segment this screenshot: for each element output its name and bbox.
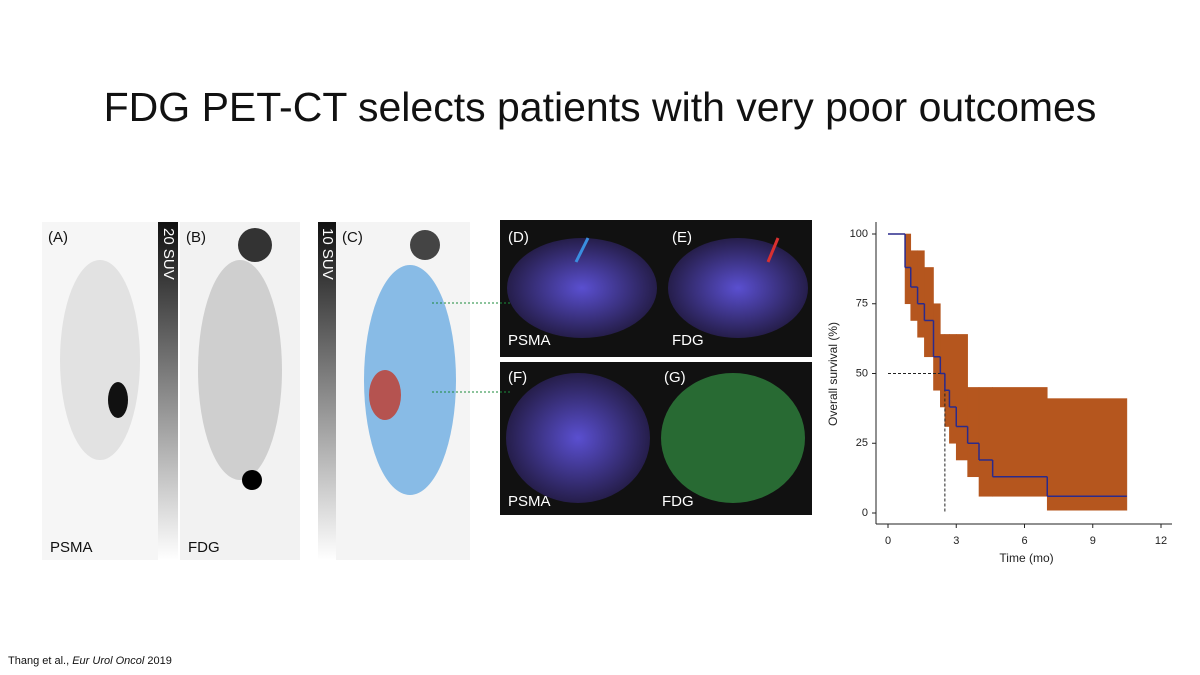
citation-authors: Thang et al., [8, 655, 70, 667]
panel-label: (D) [508, 229, 529, 246]
y-tick-label: 50 [856, 367, 868, 379]
scale-bar [318, 222, 336, 560]
ci-band [1046, 398, 1128, 511]
image-body [364, 265, 456, 495]
x-tick-label: 0 [885, 535, 891, 547]
y-tick-label: 100 [850, 228, 868, 240]
panel-caption: FDG [672, 332, 704, 349]
panel-label: (C) [342, 229, 363, 246]
citation: Thang et al., Eur Urol Oncol 2019 [8, 655, 172, 667]
scale-label: 10 SUV [319, 228, 336, 280]
panel-label: (G) [664, 369, 686, 386]
panel-caption: FDG [662, 493, 694, 510]
image-brain [410, 230, 440, 260]
panel-label: (E) [672, 229, 692, 246]
y-tick-label: 75 [856, 298, 868, 310]
panel-label: (F) [508, 369, 527, 386]
ci-band [949, 334, 957, 444]
panel-caption: PSMA [50, 539, 93, 556]
x-axis-label: Time (mo) [999, 551, 1053, 565]
y-tick-label: 0 [862, 507, 868, 519]
ci-band [924, 267, 934, 358]
citation-year: 2019 [147, 655, 172, 667]
x-tick-label: 9 [1090, 535, 1096, 547]
ci-band [955, 334, 968, 461]
panel-caption: PSMA [508, 332, 551, 349]
ci-band [978, 387, 993, 497]
image-axial [507, 238, 657, 338]
x-tick-label: 12 [1155, 535, 1167, 547]
image-lesion [369, 370, 401, 420]
y-axis-label: Overall survival (%) [826, 322, 840, 426]
image-bladder [242, 470, 262, 490]
image-body [60, 260, 140, 460]
scale-bar [158, 222, 178, 560]
image-axial [661, 373, 805, 503]
ci-band [917, 250, 925, 338]
panel-caption: FDG [188, 539, 220, 556]
image-axial [668, 238, 808, 338]
scale-label: 20 SUV [160, 228, 177, 280]
image-axial [506, 373, 650, 503]
image-hotspot [108, 382, 128, 418]
ci-band [992, 387, 1048, 497]
ci-band [910, 250, 918, 321]
ci-band [967, 387, 980, 478]
arrow [574, 237, 590, 263]
x-tick-label: 3 [953, 535, 959, 547]
panel-caption: PSMA [508, 493, 551, 510]
slide-title: FDG PET-CT selects patients with very po… [103, 84, 1097, 130]
panel-label: (B) [186, 229, 206, 246]
image-brain [238, 228, 272, 262]
image-body [198, 260, 282, 480]
x-tick-label: 6 [1021, 535, 1027, 547]
ci-band [933, 303, 941, 391]
arrow [766, 237, 780, 263]
panel-label: (A) [48, 229, 68, 246]
y-tick-label: 25 [856, 437, 868, 449]
citation-journal: Eur Urol Oncol [72, 655, 145, 667]
ci-band [904, 233, 912, 305]
